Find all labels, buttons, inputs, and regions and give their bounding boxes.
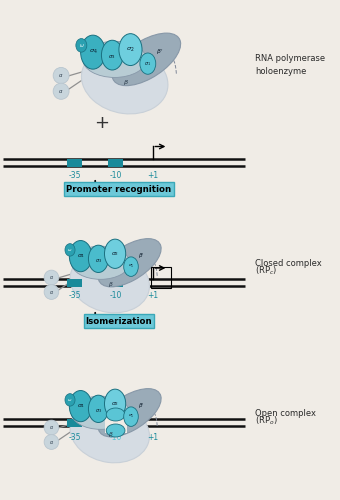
Text: $\beta'$: $\beta'$: [156, 47, 163, 57]
Ellipse shape: [88, 245, 108, 272]
Text: $\omega$: $\omega$: [79, 42, 84, 49]
Ellipse shape: [71, 246, 130, 280]
Ellipse shape: [44, 420, 59, 435]
Ellipse shape: [71, 396, 130, 430]
Text: $\sigma_1$: $\sigma_1$: [144, 60, 151, 68]
Text: $\sigma_2$: $\sigma_2$: [126, 46, 135, 54]
Text: $\sigma_3$: $\sigma_3$: [95, 407, 102, 415]
Ellipse shape: [82, 48, 168, 114]
Text: $\beta'$: $\beta'$: [138, 402, 145, 410]
Text: -10: -10: [109, 292, 122, 300]
Text: $\beta$: $\beta$: [108, 280, 114, 288]
Bar: [67, 418, 82, 426]
Ellipse shape: [104, 239, 126, 268]
Ellipse shape: [70, 252, 150, 313]
Text: $\alpha$: $\alpha$: [49, 274, 54, 281]
Text: (RP$_c$): (RP$_c$): [255, 265, 277, 277]
Ellipse shape: [81, 35, 105, 69]
Text: +: +: [95, 114, 109, 132]
Ellipse shape: [53, 68, 69, 84]
Ellipse shape: [112, 33, 181, 86]
Text: $\sigma_2$: $\sigma_2$: [111, 400, 119, 407]
Text: -35: -35: [69, 292, 81, 300]
Text: $\sigma_4$: $\sigma_4$: [76, 252, 85, 260]
Text: -35: -35: [69, 172, 81, 180]
Ellipse shape: [106, 408, 125, 421]
Text: $\alpha$: $\alpha$: [49, 288, 54, 296]
Text: $\alpha$: $\alpha$: [58, 72, 64, 79]
Ellipse shape: [44, 434, 59, 450]
Text: -35: -35: [69, 432, 81, 442]
Ellipse shape: [98, 238, 161, 287]
Bar: [108, 278, 123, 286]
Ellipse shape: [76, 38, 87, 52]
Text: (RP$_o$): (RP$_o$): [255, 415, 277, 427]
Ellipse shape: [88, 395, 108, 422]
Bar: [105, 412, 126, 432]
Ellipse shape: [124, 407, 138, 426]
Ellipse shape: [106, 424, 125, 437]
Text: $\sigma_4$: $\sigma_4$: [88, 48, 97, 56]
Text: Promoter recognition: Promoter recognition: [66, 184, 172, 194]
Text: RNA polymerase
holoenzyme: RNA polymerase holoenzyme: [255, 54, 325, 76]
Ellipse shape: [53, 83, 69, 100]
Ellipse shape: [65, 244, 75, 256]
Ellipse shape: [69, 240, 92, 272]
Text: $\alpha$: $\alpha$: [49, 438, 54, 446]
Text: +1: +1: [148, 172, 158, 180]
Ellipse shape: [70, 402, 150, 463]
Ellipse shape: [44, 284, 59, 300]
Text: -10: -10: [109, 172, 122, 180]
Text: Open complex: Open complex: [255, 409, 316, 418]
Text: $\alpha$: $\alpha$: [49, 424, 54, 431]
Ellipse shape: [119, 34, 142, 66]
Text: $\sigma_1$: $\sigma_1$: [128, 413, 134, 420]
Text: $\beta'$: $\beta'$: [138, 252, 145, 260]
Text: $\sigma_4$: $\sigma_4$: [76, 402, 85, 410]
Ellipse shape: [83, 42, 146, 78]
Bar: [67, 278, 82, 286]
Ellipse shape: [65, 394, 75, 406]
Text: $\omega$: $\omega$: [67, 247, 73, 253]
Ellipse shape: [124, 257, 138, 276]
Text: -10: -10: [109, 432, 122, 442]
Ellipse shape: [44, 270, 59, 285]
Bar: [67, 158, 82, 166]
Text: $\sigma_3$: $\sigma_3$: [108, 54, 116, 61]
Text: Isomerization: Isomerization: [86, 316, 152, 326]
Text: $\sigma_2$: $\sigma_2$: [111, 250, 119, 258]
Text: $\beta$: $\beta$: [123, 78, 129, 87]
Text: $\sigma_1$: $\sigma_1$: [128, 263, 134, 270]
Text: +1: +1: [148, 292, 158, 300]
Text: $\omega$: $\omega$: [67, 397, 73, 403]
Text: $\beta$: $\beta$: [108, 430, 114, 438]
Ellipse shape: [101, 40, 123, 70]
Ellipse shape: [140, 53, 156, 74]
Text: $\alpha$: $\alpha$: [58, 88, 64, 95]
Ellipse shape: [69, 390, 92, 422]
Ellipse shape: [98, 388, 161, 437]
Bar: [151, 266, 171, 287]
Text: +1: +1: [148, 432, 158, 442]
Text: Closed complex: Closed complex: [255, 259, 322, 268]
Text: $\sigma_3$: $\sigma_3$: [95, 257, 102, 265]
Bar: [108, 158, 123, 166]
Ellipse shape: [104, 389, 126, 418]
